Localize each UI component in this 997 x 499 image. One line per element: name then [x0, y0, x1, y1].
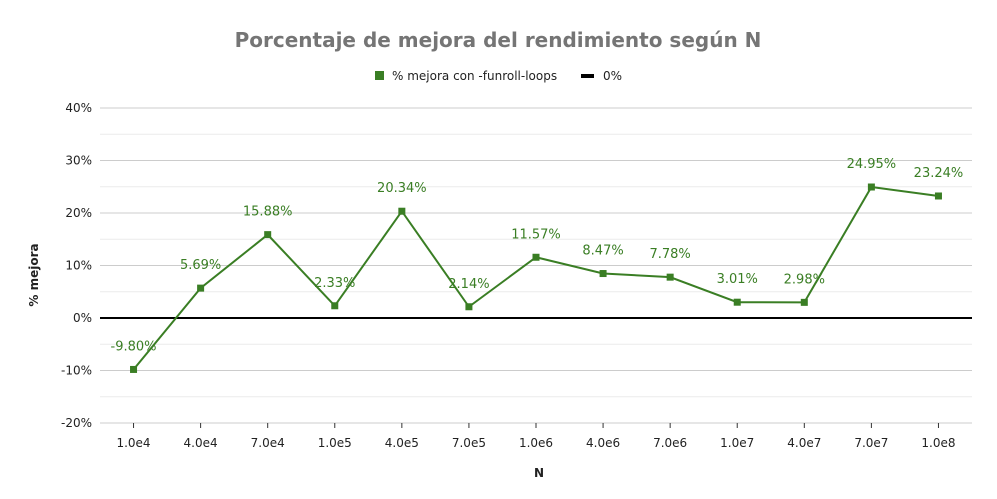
data-label: 15.88%: [243, 205, 293, 220]
y-tick-label: 0%: [73, 311, 92, 325]
data-label: 8.47%: [582, 244, 623, 259]
y-tick-label: 10%: [65, 259, 92, 273]
y-tick-label: -20%: [61, 416, 92, 430]
data-label: 23.24%: [914, 166, 964, 181]
x-tick-label: 7.0e4: [251, 436, 285, 450]
data-label: 2.33%: [314, 276, 355, 291]
y-tick-label: 20%: [65, 206, 92, 220]
x-tick-label: 7.0e5: [452, 436, 486, 450]
x-tick-label: 4.0e7: [787, 436, 821, 450]
legend-reference-label: 0%: [603, 69, 622, 83]
series-layer: [100, 183, 972, 373]
x-tick-label: 1.0e5: [318, 436, 352, 450]
data-point: [666, 273, 674, 281]
data-point: [465, 303, 473, 311]
chart-title: Porcentaje de mejora del rendimiento seg…: [235, 28, 762, 52]
legend-series-marker: [375, 71, 384, 80]
data-point: [800, 298, 808, 306]
data-labels: -9.80% 5.69% 15.88% 2.33% 20.34% 2.14% 11.57% 8…: [111, 157, 964, 354]
y-tick-label: 30%: [65, 154, 92, 168]
data-label: 7.78%: [649, 247, 690, 262]
data-label: 5.69%: [180, 258, 221, 273]
x-tick-label: 7.0e7: [854, 436, 888, 450]
x-tick-label: 4.0e6: [586, 436, 620, 450]
legend: % mejora con -funroll-loops 0%: [375, 69, 622, 83]
gridlines: [100, 107, 972, 424]
y-tick-label: 40%: [65, 101, 92, 115]
x-axis-title: N: [534, 466, 544, 480]
data-point: [197, 284, 205, 292]
data-point: [733, 298, 741, 306]
data-point: [130, 365, 138, 373]
data-point: [599, 270, 607, 278]
data-label: 2.14%: [448, 277, 489, 292]
y-axis-ticks: -20% -10% 0% 10% 20% 30% 40%: [61, 101, 92, 430]
data-label: 20.34%: [377, 181, 427, 196]
data-label: -9.80%: [111, 339, 157, 354]
data-label: 3.01%: [717, 272, 758, 287]
data-label: 11.57%: [511, 227, 561, 242]
data-point: [532, 253, 540, 261]
data-point: [934, 192, 942, 200]
legend-reference-marker: [581, 74, 594, 78]
x-tick-label: 4.0e5: [385, 436, 419, 450]
legend-series-label: % mejora con -funroll-loops: [392, 69, 557, 83]
x-tick-label: 1.0e4: [116, 436, 150, 450]
x-tick-label: 4.0e4: [184, 436, 218, 450]
data-point: [867, 183, 875, 191]
data-label: 2.98%: [784, 272, 825, 287]
x-tick-label: 1.0e7: [720, 436, 754, 450]
y-tick-label: -10%: [61, 364, 92, 378]
x-tick-label: 7.0e6: [653, 436, 687, 450]
x-tick-label: 1.0e8: [921, 436, 955, 450]
data-point: [398, 207, 406, 215]
data-label: 24.95%: [847, 157, 897, 172]
y-axis-title: % mejora: [27, 243, 41, 306]
x-axis-ticks: 1.0e4 4.0e4 7.0e4 1.0e5 4.0e5 7.0e5 1.0e6 4.0e6…: [116, 423, 956, 450]
data-point: [331, 302, 339, 310]
x-tick-label: 1.0e6: [519, 436, 553, 450]
data-point: [264, 231, 272, 239]
